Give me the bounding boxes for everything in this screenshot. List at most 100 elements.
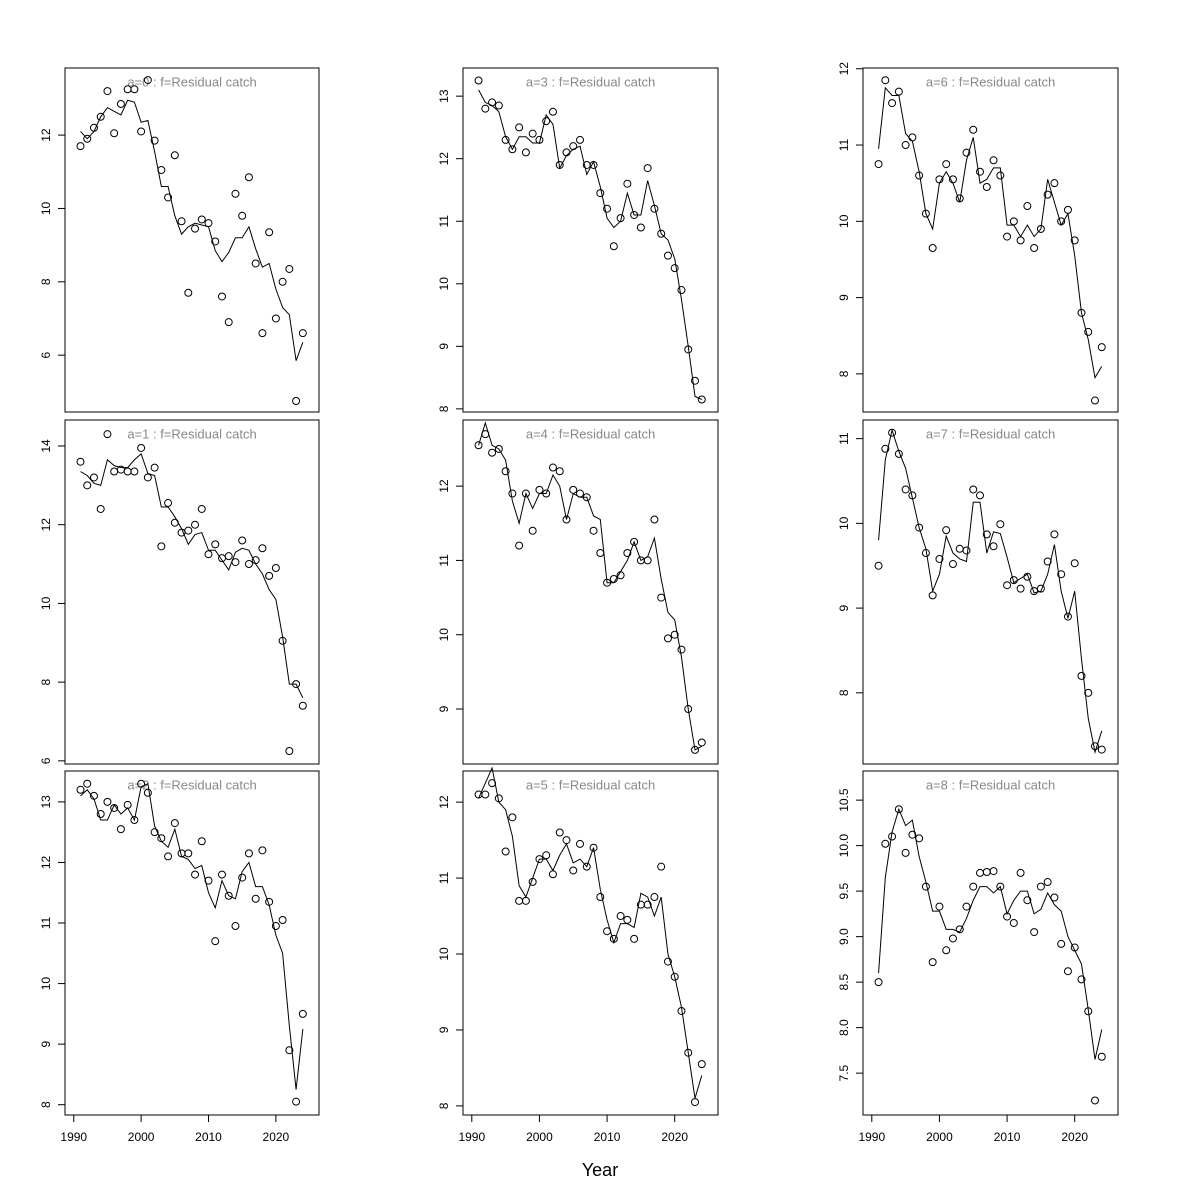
- data-point: [521, 489, 530, 498]
- data-point: [888, 99, 897, 108]
- panel: a=7 : f=Residual catch 8 9 10 11: [837, 419, 1119, 765]
- panel: a=1 : f=Residual catch 6 8 10 12 14: [39, 419, 320, 765]
- data-point: [596, 189, 605, 198]
- data-point: [1050, 179, 1059, 188]
- y-tick-label: 10: [39, 201, 53, 215]
- y-tick-label: 7.5: [837, 1064, 851, 1081]
- x-tick-label: 1990: [60, 1130, 87, 1144]
- data-point: [224, 891, 233, 900]
- data-point: [562, 515, 571, 524]
- data-point: [989, 867, 998, 876]
- data-point: [217, 292, 226, 301]
- y-tick-label: 12: [437, 795, 451, 809]
- data-point: [976, 868, 985, 877]
- data-point: [197, 504, 206, 513]
- fitted-line: [478, 766, 703, 1099]
- y-tick-label: 10: [39, 596, 53, 610]
- data-point: [278, 277, 287, 286]
- y-tick-label: 12: [837, 62, 851, 76]
- data-point: [481, 790, 490, 799]
- data-point: [663, 957, 672, 966]
- y-tick-label: 9.5: [837, 882, 851, 899]
- data-point: [116, 825, 125, 834]
- data-point: [224, 318, 233, 327]
- data-point: [1009, 217, 1018, 226]
- y-tick-label: 12: [39, 518, 53, 532]
- data-point: [874, 561, 883, 570]
- data-point: [996, 882, 1005, 891]
- y-tick-label: 8: [837, 689, 851, 696]
- data-point: [1077, 975, 1086, 984]
- x-tick-label: 2000: [926, 1130, 953, 1144]
- panel-title: a=8 : f=Residual catch: [926, 777, 1055, 792]
- data-point: [555, 467, 564, 476]
- data-point: [130, 467, 139, 476]
- data-point: [915, 523, 924, 532]
- y-tick-label: 13: [39, 795, 53, 809]
- data-point: [494, 444, 503, 453]
- data-point: [691, 376, 700, 385]
- data-point: [521, 148, 530, 157]
- data-point: [251, 894, 260, 903]
- fitted-line: [80, 452, 304, 699]
- data-point: [582, 862, 591, 871]
- data-point: [548, 870, 557, 879]
- data-point: [691, 1098, 700, 1107]
- panel: a=3 : f=Residual catch 8 9 10 11 12 13: [437, 67, 719, 413]
- data-point: [170, 151, 179, 160]
- data-point: [1023, 896, 1032, 905]
- data-point: [901, 141, 910, 150]
- data-point: [928, 958, 937, 967]
- data-point: [881, 76, 890, 85]
- data-point: [616, 912, 625, 921]
- data-point: [143, 76, 152, 85]
- data-point: [630, 934, 639, 943]
- y-tick-label: 8.5: [837, 973, 851, 990]
- data-point: [697, 395, 706, 404]
- data-point: [157, 542, 166, 551]
- y-tick-label: 10: [39, 977, 53, 991]
- data-point: [569, 485, 578, 494]
- data-point: [1036, 882, 1045, 891]
- data-point: [76, 785, 85, 794]
- panel: a=8 : f=Residual catch 7.5 8.0 8.5 9.0 9.5 10.…: [837, 770, 1119, 1144]
- data-point: [1097, 745, 1106, 754]
- y-tick-label: 11: [837, 138, 851, 151]
- data-point: [130, 85, 139, 94]
- data-point: [589, 526, 598, 535]
- data-point: [150, 463, 159, 472]
- data-point: [184, 288, 193, 297]
- data-point: [501, 847, 510, 856]
- y-tick-label: 9: [39, 1040, 53, 1047]
- y-tick-label: 10: [837, 214, 851, 228]
- x-tick-label: 2020: [263, 1130, 290, 1144]
- data-point: [224, 552, 233, 561]
- fitted-line: [878, 86, 1103, 380]
- data-point: [643, 164, 652, 173]
- data-point: [982, 868, 991, 877]
- y-tick-label: 11: [437, 554, 451, 567]
- fitted-line: [878, 428, 1103, 755]
- panel: a=5 : f=Residual catch 8 9 10 11 12 1990 2000 20…: [437, 766, 719, 1144]
- y-tick-label: 8: [437, 1102, 451, 1109]
- y-tick-label: 8: [39, 278, 53, 285]
- plot-frame: [64, 419, 320, 765]
- panel: a=0 : f=Residual catch 6 8 10 12: [39, 67, 320, 413]
- data-point: [697, 738, 706, 747]
- data-point: [874, 978, 883, 987]
- data-point: [589, 843, 598, 852]
- data-point: [528, 526, 537, 535]
- data-point: [562, 836, 571, 845]
- data-point: [623, 179, 632, 188]
- data-point: [677, 286, 686, 295]
- data-point: [217, 870, 226, 879]
- data-point: [623, 915, 632, 924]
- data-point: [630, 537, 639, 546]
- data-point: [542, 851, 551, 860]
- data-point: [191, 870, 200, 879]
- data-point: [150, 828, 159, 837]
- data-point: [244, 173, 253, 182]
- data-point: [116, 99, 125, 108]
- fitted-line: [80, 782, 304, 1090]
